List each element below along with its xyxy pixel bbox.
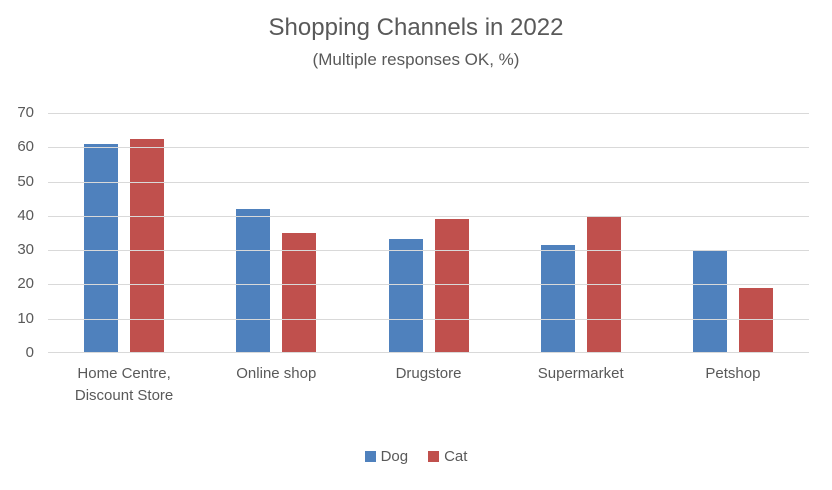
legend-swatch-cat [428, 451, 440, 462]
y-tick-label-0: 0 [25, 344, 34, 361]
gridline-30 [48, 250, 809, 252]
bar-cat-petshop [738, 287, 773, 353]
x-label-cell-supermarket: Supermarket [505, 363, 657, 407]
legend: Dog Cat [0, 448, 832, 465]
bar-group-petshop [657, 113, 809, 353]
y-tick-label-70: 70 [17, 104, 34, 121]
legend-label-dog: Dog [380, 448, 409, 465]
bar-dog-petshop [692, 250, 727, 353]
gridline-40 [48, 215, 809, 217]
bar-group-home-centre-discount-store [48, 113, 200, 353]
bar-dog-supermarket [540, 245, 575, 353]
y-tick-label-50: 50 [17, 172, 34, 190]
chart-subtitle: (Multiple responses OK, %) [312, 50, 520, 69]
bar-cat-home-centre-discount-store [130, 138, 165, 353]
bar-dog-drugstore [388, 238, 423, 353]
x-label-cell-home-centre-discount-store: Home Centre, Discount Store [48, 363, 200, 407]
y-tick-label-20: 20 [17, 275, 34, 293]
legend-swatch-dog [364, 451, 376, 462]
bar-dog-home-centre-discount-store [84, 143, 119, 353]
legend-item-dog: Dog [364, 448, 409, 465]
category-label-drugstore: Drugstore [395, 365, 462, 382]
bar-cat-drugstore [434, 219, 469, 353]
bar-dog-online-shop [236, 209, 271, 353]
chart-title: Shopping Channels in 2022 [268, 14, 564, 41]
y-tick-label-40: 40 [17, 206, 34, 224]
x-label-cell-online-shop: Online shop [200, 363, 352, 407]
legend-item-cat: Cat [428, 448, 467, 465]
bar-groups [48, 113, 809, 353]
gridline-60 [48, 147, 809, 149]
y-tick-label-30: 30 [17, 241, 34, 259]
gridline-10 [48, 318, 809, 320]
bar-group-drugstore [352, 113, 504, 353]
gridline-70 [48, 113, 809, 114]
x-label-cell-petshop: Petshop [657, 363, 809, 407]
legend-label-cat: Cat [444, 448, 468, 465]
category-label-online-shop: Online shop [236, 365, 317, 382]
gridline-20 [48, 284, 809, 286]
plot-area [48, 113, 809, 353]
gridline-50 [48, 181, 809, 183]
x-label-cell-drugstore: Drugstore [352, 363, 504, 407]
bar-cat-online-shop [282, 233, 317, 353]
x-axis: Home Centre, Discount Store Online shop Dr… [48, 363, 809, 407]
bar-group-online-shop [200, 113, 352, 353]
category-label-petshop: Petshop [705, 365, 761, 382]
category-label-supermarket: Supermarket [537, 365, 624, 382]
category-label-home-centre-discount-store: Home Centre, Discount Store [74, 365, 174, 404]
gridline-0 [48, 352, 809, 353]
y-axis: 0 10 20 30 40 50 60 70 [0, 104, 36, 361]
bar-group-supermarket [505, 113, 657, 353]
y-tick-label-60: 60 [17, 138, 34, 156]
y-tick-label-10: 10 [17, 309, 34, 327]
